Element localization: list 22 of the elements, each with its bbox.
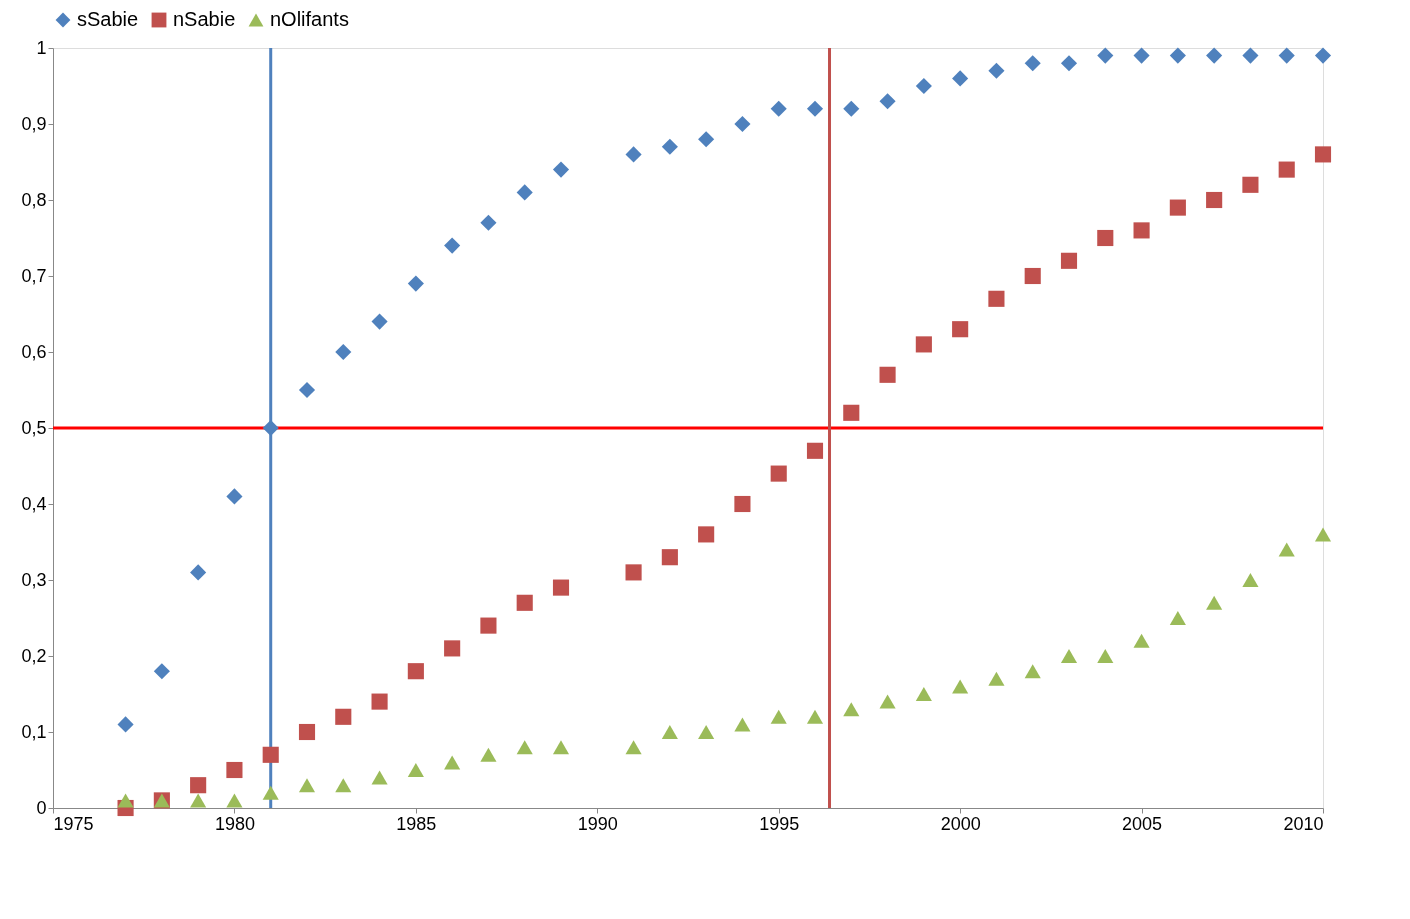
x-tick-label: 1985 — [396, 813, 437, 834]
x-tick-label: 2005 — [1122, 813, 1163, 834]
x-tick-label: 2000 — [940, 813, 981, 834]
y-tick-label: 0,2 — [21, 645, 47, 666]
legend-label: sSabie — [77, 8, 139, 30]
y-tick-label: 0,7 — [21, 265, 47, 286]
legend-label: nSabie — [173, 8, 236, 30]
y-tick-label: 1 — [36, 37, 47, 58]
y-tick-label: 0 — [36, 797, 47, 818]
y-tick-label: 0,8 — [21, 189, 47, 210]
x-tick-label: 1975 — [53, 813, 94, 834]
y-tick-label: 0,3 — [21, 569, 47, 590]
y-tick-label: 0,9 — [21, 113, 47, 134]
legend-label: nOlifants — [270, 8, 349, 30]
y-tick-label: 0,4 — [21, 493, 47, 514]
x-tick-label: 1990 — [577, 813, 618, 834]
y-tick-label: 0,6 — [21, 341, 47, 362]
x-tick-label: 1995 — [759, 813, 800, 834]
y-tick-label: 0,5 — [21, 417, 47, 438]
x-tick-label: 2010 — [1283, 813, 1324, 834]
x-tick-label: 1980 — [214, 813, 255, 834]
y-tick-label: 0,1 — [21, 721, 47, 742]
